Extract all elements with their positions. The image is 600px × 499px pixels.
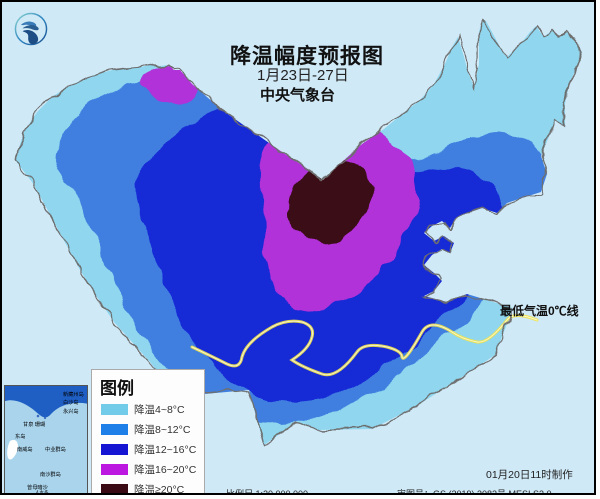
svg-text:新藏州岛: 新藏州岛	[63, 390, 84, 398]
svg-text:东岛: 东岛	[15, 432, 25, 440]
svg-text:南沙群岛: 南沙群岛	[40, 470, 61, 478]
svg-text:中业群岛: 中业群岛	[45, 445, 66, 453]
svg-text:白沙岛: 白沙岛	[63, 398, 79, 406]
svg-text:人水多: 人水多	[35, 489, 49, 495]
svg-text:南威岛: 南威岛	[17, 445, 33, 453]
svg-text:甘泉 珊瑚: 甘泉 珊瑚	[23, 420, 45, 428]
svg-text:1：48000000: 1：48000000	[7, 493, 33, 495]
svg-text:永兴岛: 永兴岛	[63, 407, 79, 415]
